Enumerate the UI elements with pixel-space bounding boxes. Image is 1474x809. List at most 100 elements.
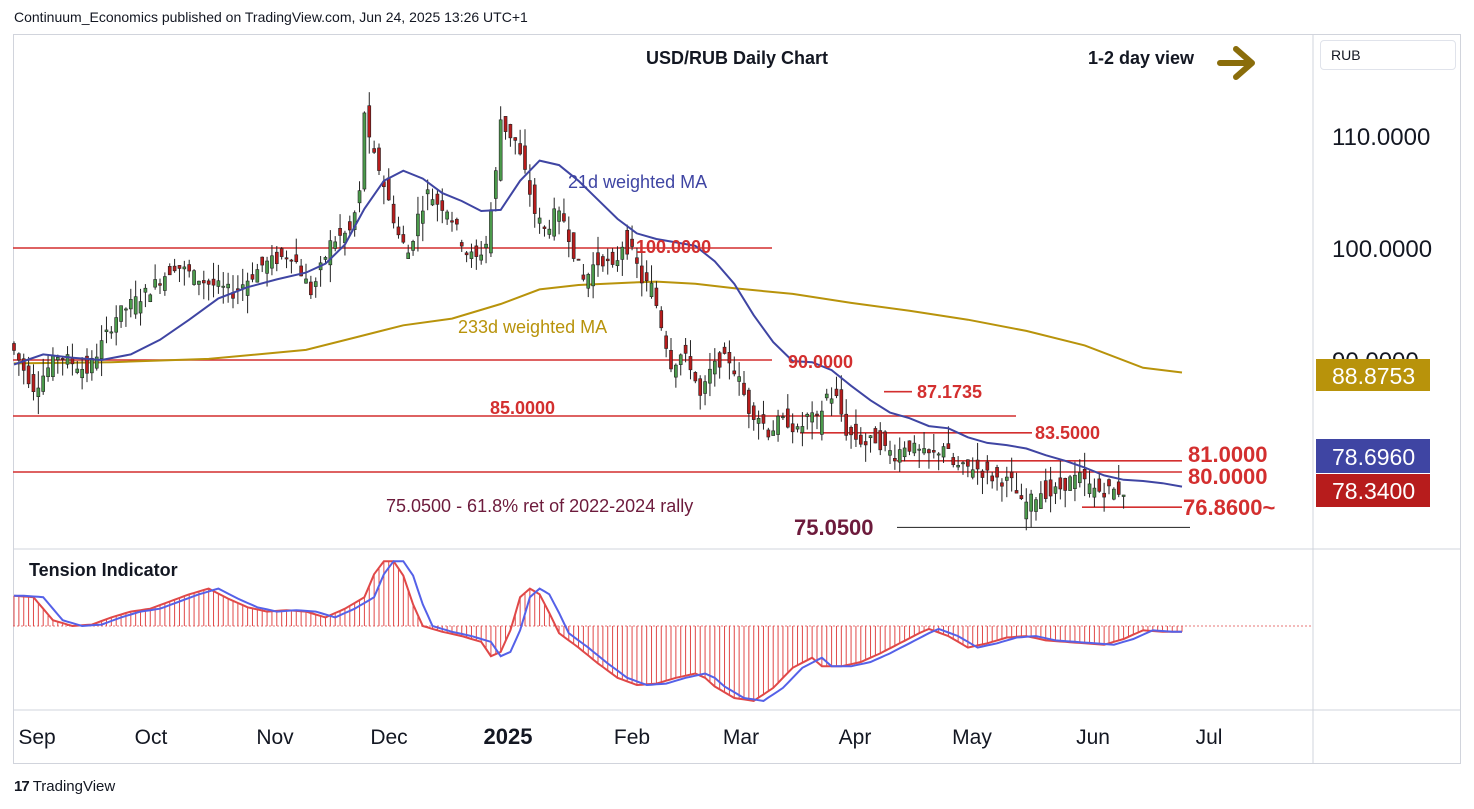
candle <box>907 440 912 456</box>
candle <box>313 277 318 298</box>
candle <box>970 457 975 480</box>
candle <box>829 387 834 416</box>
candle <box>94 343 99 371</box>
candle <box>508 123 513 147</box>
time-tick: May <box>952 726 992 749</box>
candle <box>182 260 187 286</box>
candle <box>625 224 630 260</box>
candle <box>785 394 790 429</box>
candle <box>192 269 196 286</box>
candle <box>1063 477 1068 508</box>
candle <box>1048 466 1053 513</box>
candle <box>1087 470 1092 498</box>
badge-last-price: 78.3400 <box>1316 474 1430 507</box>
candle <box>975 442 980 485</box>
candle <box>927 448 931 469</box>
candle <box>12 341 16 355</box>
candle <box>51 347 55 381</box>
candle <box>917 444 922 468</box>
candle <box>138 288 143 326</box>
ma21-line <box>13 159 1183 488</box>
candle <box>26 356 31 389</box>
candle <box>562 198 566 223</box>
candle <box>985 455 990 485</box>
currency-selector[interactable]: RUB <box>1320 40 1456 70</box>
time-tick: Dec <box>370 726 407 749</box>
candle <box>270 245 274 276</box>
time-axis: Sep Oct Nov Dec 2025 Feb Mar Apr May Jun Jul <box>18 724 1222 749</box>
candle <box>80 357 84 390</box>
tradingview-logo[interactable]: 17 TradingView <box>14 778 115 795</box>
candle <box>586 272 591 298</box>
svg-text:88.8753: 88.8753 <box>1332 363 1415 389</box>
candle <box>55 354 60 374</box>
candle <box>742 371 746 397</box>
level-label-90: 90.0000 <box>788 352 853 372</box>
candle <box>435 188 440 222</box>
candle <box>747 387 751 429</box>
candle <box>294 238 299 264</box>
candle <box>450 211 454 232</box>
candle <box>469 243 474 268</box>
candle <box>377 143 381 175</box>
candle <box>274 246 279 272</box>
candle <box>615 246 620 272</box>
candle <box>800 412 805 447</box>
candle <box>1077 459 1082 488</box>
candle <box>1082 452 1087 497</box>
candle <box>172 258 177 273</box>
candle <box>557 206 561 235</box>
candles <box>12 92 1126 531</box>
chart-title: USD/RUB Daily Chart <box>646 48 828 68</box>
candle <box>1107 478 1111 495</box>
candle <box>537 207 542 234</box>
badge-ma233: 88.8753 <box>1316 359 1430 391</box>
candle <box>386 168 391 201</box>
candle <box>1009 457 1014 492</box>
candle <box>36 371 41 415</box>
candle <box>503 116 508 140</box>
candle <box>153 264 157 290</box>
svg-text:78.6960: 78.6960 <box>1332 444 1415 470</box>
candle <box>260 256 265 273</box>
candle <box>936 452 941 471</box>
candle <box>31 364 36 401</box>
candle <box>333 236 338 252</box>
candle <box>347 215 352 237</box>
candle <box>552 197 557 241</box>
candle <box>566 216 571 258</box>
candle <box>75 360 80 375</box>
candle <box>703 375 707 406</box>
candle <box>479 240 484 265</box>
right-arrow-icon <box>1217 46 1255 80</box>
candle <box>669 337 673 373</box>
candle <box>581 263 586 282</box>
candle <box>571 232 576 262</box>
level-lines <box>13 247 1190 529</box>
level-label-85: 85.0000 <box>490 398 555 418</box>
candle <box>411 239 415 256</box>
candle <box>1024 488 1029 531</box>
tradingview-brand: TradingView <box>32 778 116 795</box>
candle <box>401 225 406 244</box>
candle <box>776 409 780 442</box>
candle <box>245 272 250 314</box>
time-tick: Feb <box>614 726 650 749</box>
candle <box>868 435 873 453</box>
candle <box>863 433 868 462</box>
candle <box>722 342 727 355</box>
candle <box>17 352 21 376</box>
candle <box>951 452 956 468</box>
candle <box>158 278 162 295</box>
candle <box>576 258 581 261</box>
badge-ma21: 78.6960 <box>1316 439 1430 473</box>
candle <box>177 265 182 283</box>
candle <box>683 338 688 363</box>
candle <box>547 219 552 239</box>
svg-text:78.3400: 78.3400 <box>1332 478 1415 504</box>
candle <box>406 244 411 259</box>
candle <box>425 179 430 211</box>
level-label-75: 75.0500 <box>794 515 874 540</box>
candle <box>455 217 459 231</box>
